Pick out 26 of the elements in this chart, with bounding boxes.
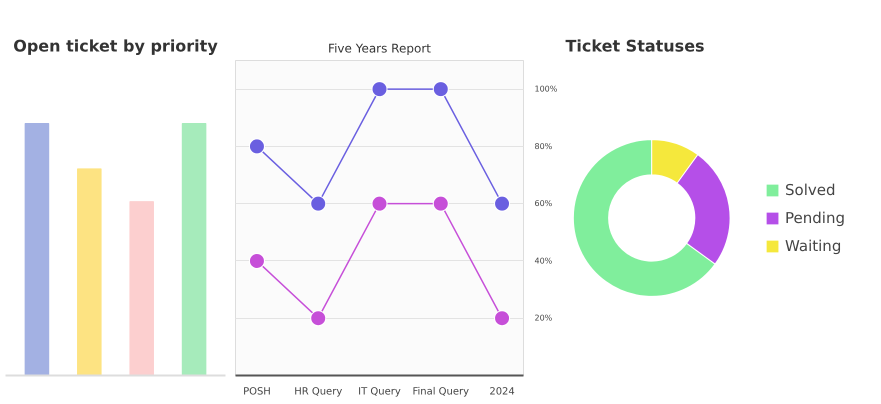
y-tick-label: 80% (534, 142, 553, 151)
y-tick-label: 100% (534, 84, 558, 94)
x-tick-label: HR Query (294, 386, 342, 398)
chart-title: Open ticket by priority (13, 36, 218, 56)
point (372, 196, 388, 212)
point (372, 81, 388, 98)
chart-title: Ticket Statuses (566, 36, 705, 56)
legend-label: Pending (785, 208, 845, 226)
point (310, 196, 326, 212)
point (432, 81, 449, 98)
y-tick-label: 20% (534, 314, 553, 323)
x-tick-label: Final Query (412, 386, 470, 398)
point (432, 196, 449, 212)
point (494, 310, 510, 326)
point (310, 310, 326, 326)
chart-title: Five Years Report (328, 42, 432, 56)
y-tick-label: 60% (534, 199, 553, 208)
point (494, 196, 510, 212)
x-tick-label: POSH (243, 386, 271, 398)
legend-label: Waiting (785, 236, 842, 254)
y-tick-label: 40% (534, 256, 553, 266)
point (248, 252, 265, 269)
legend-label: Solved (785, 180, 836, 198)
point (248, 138, 265, 154)
x-tick-label: 2024 (489, 386, 515, 398)
x-tick-label: IT Query (358, 386, 401, 398)
